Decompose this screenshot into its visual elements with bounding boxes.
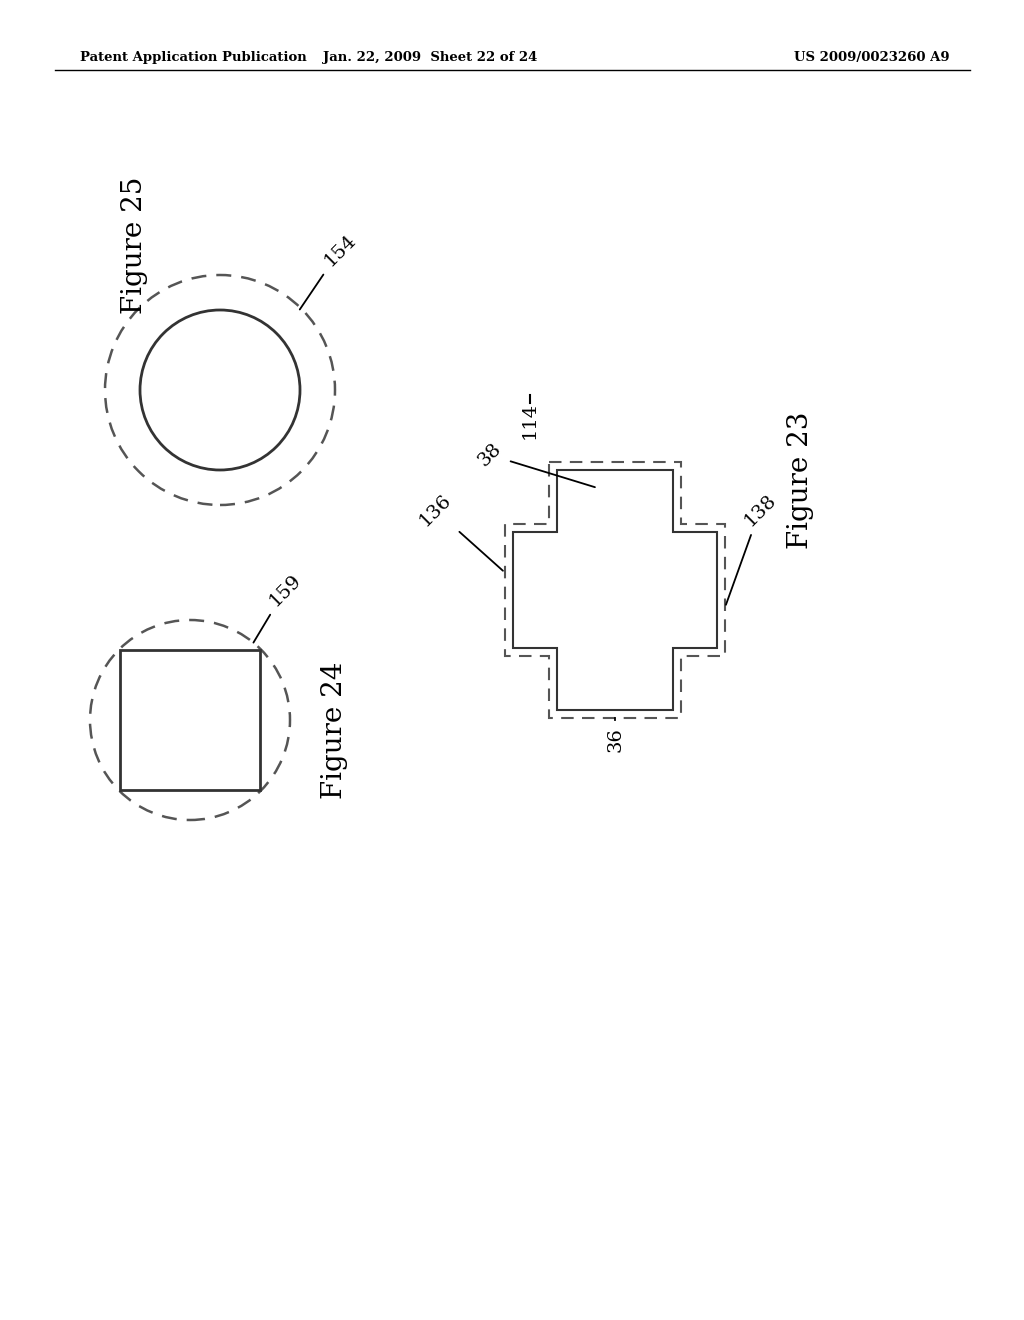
Bar [120,649,260,789]
Text: Jan. 22, 2009  Sheet 22 of 24: Jan. 22, 2009 Sheet 22 of 24 [323,51,538,65]
Text: Figure 25: Figure 25 [122,177,148,314]
Text: Figure 23: Figure 23 [786,412,813,549]
Text: 159: 159 [253,570,304,643]
Text: Patent Application Publication: Patent Application Publication [80,51,307,65]
Text: 114: 114 [521,401,539,438]
Text: US 2009/0023260 A9: US 2009/0023260 A9 [795,51,950,65]
Text: Figure 24: Figure 24 [322,661,348,799]
Text: 36: 36 [606,727,624,752]
Text: 38: 38 [475,440,595,487]
Text: 136: 136 [416,491,503,570]
Text: 154: 154 [300,231,359,309]
Text: 138: 138 [726,491,779,605]
